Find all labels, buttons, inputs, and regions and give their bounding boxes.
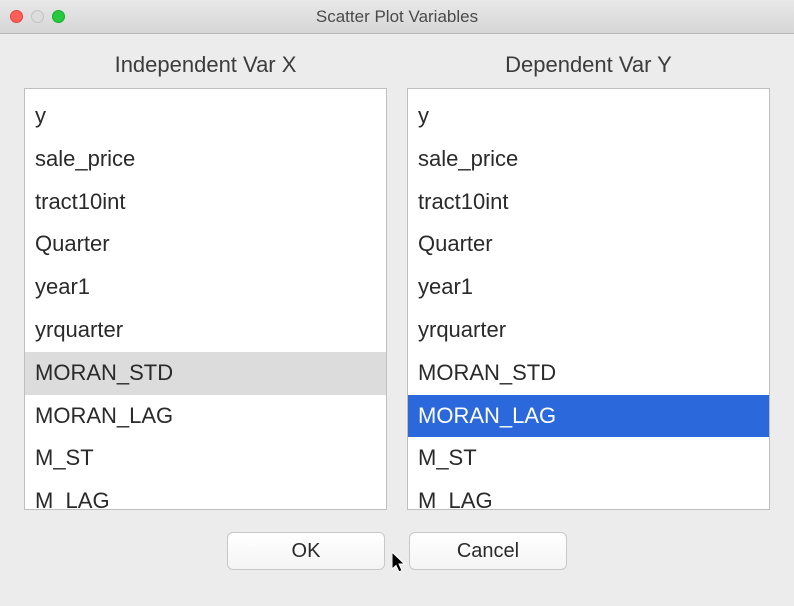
listbox-y[interactable]: ysale_pricetract10intQuarteryear1yrquart… (407, 88, 770, 510)
list-item[interactable]: year1 (408, 266, 769, 309)
list-item[interactable]: M_LAG (408, 480, 769, 510)
cancel-button[interactable]: Cancel (409, 532, 567, 570)
list-item[interactable]: sale_price (25, 138, 386, 181)
list-item[interactable]: yrquarter (25, 309, 386, 352)
column-y: Dependent Var Y ysale_pricetract10intQua… (407, 52, 770, 510)
close-button[interactable] (10, 10, 23, 23)
list-item[interactable]: tract10int (25, 181, 386, 224)
header-y: Dependent Var Y (505, 52, 672, 78)
window-title: Scatter Plot Variables (0, 7, 794, 27)
list-item[interactable]: Quarter (25, 223, 386, 266)
columns: Independent Var X ysale_pricetract10intQ… (24, 52, 770, 510)
list-item[interactable]: y (408, 95, 769, 138)
titlebar: Scatter Plot Variables (0, 0, 794, 34)
minimize-button (31, 10, 44, 23)
list-item[interactable]: MORAN_STD (408, 352, 769, 395)
ok-button[interactable]: OK (227, 532, 385, 570)
list-item[interactable]: sale_price (408, 138, 769, 181)
zoom-button[interactable] (52, 10, 65, 23)
list-item[interactable]: year1 (25, 266, 386, 309)
list-item[interactable]: M_ST (408, 437, 769, 480)
list-item[interactable]: y (25, 95, 386, 138)
column-x: Independent Var X ysale_pricetract10intQ… (24, 52, 387, 510)
list-item[interactable]: tract10int (408, 181, 769, 224)
list-item[interactable]: yrquarter (408, 309, 769, 352)
button-row: OK Cancel (24, 532, 770, 570)
traffic-lights (10, 10, 65, 23)
dialog-content: Independent Var X ysale_pricetract10intQ… (0, 34, 794, 590)
list-item[interactable]: M_LAG (25, 480, 386, 510)
list-item[interactable]: MORAN_LAG (408, 395, 769, 438)
list-item[interactable]: MORAN_LAG (25, 395, 386, 438)
list-item[interactable]: M_ST (25, 437, 386, 480)
cursor-icon (392, 552, 410, 576)
listbox-x[interactable]: ysale_pricetract10intQuarteryear1yrquart… (24, 88, 387, 510)
list-item[interactable]: MORAN_STD (25, 352, 386, 395)
list-item[interactable]: Quarter (408, 223, 769, 266)
header-x: Independent Var X (115, 52, 297, 78)
